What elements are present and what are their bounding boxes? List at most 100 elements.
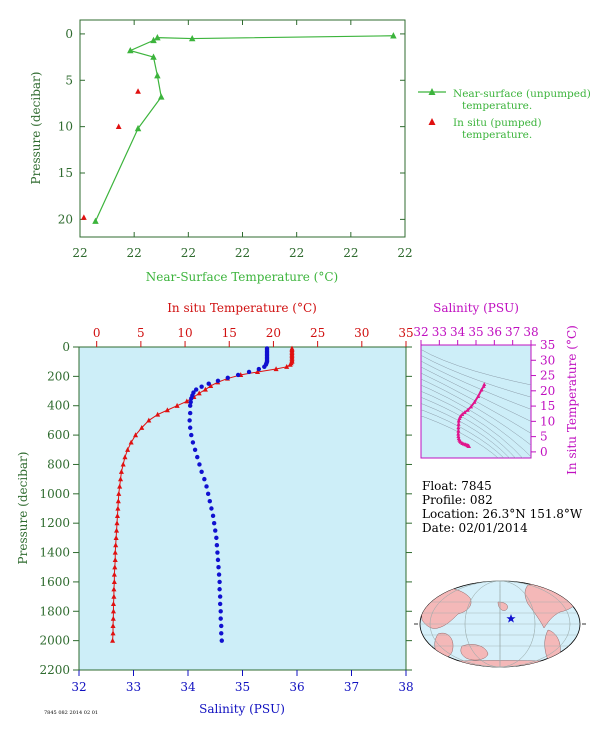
profile-temperature-point <box>155 411 161 417</box>
ts-density-contour <box>421 354 531 398</box>
profile-temperature-point <box>114 527 120 533</box>
near-surface-y-tick-label: 0 <box>65 27 73 41</box>
profile-salinity-point <box>216 565 221 570</box>
profile-salinity-tick-label: 33 <box>126 680 141 694</box>
ts-temperature-tick-label: 20 <box>540 384 555 398</box>
ts-point <box>472 399 477 404</box>
profile-temperature-point <box>112 549 118 555</box>
ts-temperature-tick-label: 30 <box>540 353 555 367</box>
profile-pressure-tick-label: 800 <box>47 457 70 471</box>
profile-salinity-point <box>217 601 223 607</box>
profile-temperature-point <box>110 608 116 614</box>
profile-temperature-point <box>110 615 116 621</box>
ts-density-contour <box>421 384 531 457</box>
near-surface-point <box>127 47 134 54</box>
profile-pressure-tick-label: 1000 <box>39 487 70 501</box>
ts-temperature-tick-label: 10 <box>540 414 555 428</box>
footer-code: 7845 082 2014 02 01 <box>44 710 98 716</box>
profile-salinity-point <box>215 557 221 563</box>
profile-pressure-tick-label: 1800 <box>39 604 70 618</box>
ts-salinity-tick-label: 37 <box>505 325 520 339</box>
profile-salinity-point <box>193 387 199 392</box>
ts-density-contour <box>421 415 499 458</box>
profile-salinity-point <box>187 425 193 430</box>
profile-salinity-point <box>213 528 218 533</box>
profile-temperature-point <box>164 407 170 413</box>
near-surface-x-axis-label: Near-Surface Temperature (°C) <box>146 270 338 284</box>
profile-salinity-point <box>199 469 204 474</box>
ts-density-contour <box>421 403 510 458</box>
ts-data-marks <box>456 382 487 449</box>
profile-temperature-point <box>284 364 290 369</box>
near-surface-x-tick-label: 22 <box>397 246 412 260</box>
legend-near-surface-label-line2: temperature. <box>462 100 532 112</box>
ts-temperature-tick-label: 25 <box>540 369 555 383</box>
ts-temperature-tick-label: 0 <box>540 445 548 459</box>
profile-temperature-point <box>208 383 214 389</box>
profile-salinity-point <box>202 476 207 482</box>
profile-temperature-point <box>174 402 180 408</box>
profile-pressure-tick-label: 200 <box>47 369 70 383</box>
profile-salinity-point <box>219 631 224 636</box>
profile-salinity-point <box>206 381 211 386</box>
profile-temperature-axis: 0 5 10 15 20 25 30 35 <box>93 326 414 347</box>
profile-temperature-tick-label: 0 <box>93 326 101 340</box>
profile-salinity-point <box>210 513 216 519</box>
profile-temperature-point <box>118 468 124 474</box>
profile-temperature-point <box>113 542 119 548</box>
near-surface-temperature-chart: 22 22 22 22 22 22 22 0 5 10 15 20 Near-Surface Tem… <box>29 19 591 284</box>
profile-temperature-point <box>113 535 119 540</box>
ts-density-contour <box>421 366 531 422</box>
profile-temperature-point <box>255 369 261 375</box>
near-surface-point <box>188 34 196 42</box>
ts-density-contour <box>421 397 516 458</box>
ts-point <box>456 431 461 436</box>
profile-salinity-point <box>235 372 241 378</box>
ts-point <box>457 416 462 420</box>
legend-near-surface-marker <box>428 88 436 95</box>
profile-salinity-point <box>187 403 193 408</box>
near-surface-x-tick-label: 22 <box>181 246 196 260</box>
ts-salinity-tick-label: 35 <box>468 325 483 339</box>
profile-temperature-tick-label: 5 <box>137 326 145 340</box>
profile-number: Profile: 082 <box>422 493 493 507</box>
profile-temperature-point <box>139 424 145 430</box>
temperature-salinity-profile-chart: 0 5 10 15 20 25 30 35 32 33 34 35 36 37 38 0 200 400 600… <box>16 301 414 716</box>
profile-salinity-point <box>211 520 217 526</box>
profile-salinity-point <box>189 432 194 438</box>
near-surface-x-tick-label: 22 <box>343 246 358 260</box>
float-info: Float: 7845 Profile: 082 Location: 26.3°… <box>422 479 583 535</box>
ts-temperature-tick-label: 15 <box>540 399 555 413</box>
near-surface-x-tick-label: 22 <box>235 246 250 260</box>
profile-salinity-point <box>225 375 230 381</box>
profile-temperature-point <box>120 461 126 467</box>
profile-salinity-point <box>218 616 223 621</box>
near-surface-legend: Near-surface (unpumped) temperature. In … <box>418 88 591 141</box>
profile-salinity-point <box>204 484 209 489</box>
legend-in-situ-marker <box>428 118 436 125</box>
ts-density-contour <box>421 390 523 458</box>
profile-temperature-point <box>117 483 123 489</box>
ts-point <box>456 425 461 430</box>
profile-salinity-point <box>219 638 224 643</box>
profile-temperature-point <box>111 571 117 577</box>
profile-salinity-point <box>217 587 222 592</box>
profile-temperature-point <box>111 586 117 592</box>
ts-salinity-axis-label: Salinity (PSU) <box>433 301 519 315</box>
profile-salinity-point <box>246 369 252 375</box>
profile-temperature-tick-label: 25 <box>310 326 325 340</box>
profile-salinity-point <box>215 550 220 555</box>
ts-point <box>456 418 461 423</box>
profile-temperature-point <box>128 439 134 445</box>
near-surface-data-marks <box>80 32 397 224</box>
ts-salinity-axis: 32 33 34 35 36 37 38 <box>413 325 539 345</box>
profile-pressure-tick-label: 1400 <box>39 546 70 560</box>
float-location-marker <box>506 614 516 623</box>
in-situ-point <box>135 88 141 94</box>
ts-density-contour <box>421 409 505 458</box>
near-surface-point <box>154 72 161 79</box>
ts-density-contour <box>421 349 531 386</box>
